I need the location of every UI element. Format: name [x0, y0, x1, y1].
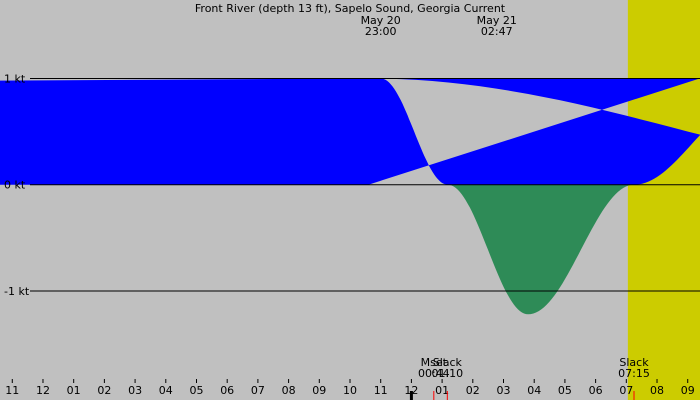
- hour-tick-label: 08: [650, 384, 664, 397]
- daylight-band: [627, 0, 700, 400]
- hour-tick-label: 04: [527, 384, 541, 397]
- hour-tick-label: 10: [343, 384, 357, 397]
- bottom-event-labels: Mset00:44Slack01:10Slack07:15Mrise11:16S…: [418, 356, 650, 380]
- hour-tick-label: 05: [189, 384, 203, 397]
- hour-tick-label: 07: [619, 384, 633, 397]
- event-markers: [409, 391, 635, 400]
- hour-tick-label: 11: [5, 384, 19, 397]
- hour-tick-label: 01: [435, 384, 449, 397]
- hour-tick-label: 01: [67, 384, 81, 397]
- hour-tick-label: 02: [466, 384, 480, 397]
- hour-tick-label: 07: [251, 384, 265, 397]
- bottom-event-time: 07:15: [618, 367, 650, 380]
- top-event-date: May 21: [477, 14, 517, 27]
- flood-current-area: [0, 78, 700, 185]
- hour-tick-label: 09: [681, 384, 695, 397]
- hour-tick-label: 06: [220, 384, 234, 397]
- bottom-event-time: 01:10: [431, 367, 463, 380]
- bottom-event-label: Slack: [619, 356, 649, 369]
- hour-tick-label: 03: [497, 384, 511, 397]
- bottom-event-time: 00:44: [418, 367, 450, 380]
- hour-tick-label: 09: [312, 384, 326, 397]
- hour-tick-label: 12: [36, 384, 50, 397]
- hour-tick-label: 12: [404, 384, 418, 397]
- y-axis-labels: 1 kt 0 kt -1 kt: [4, 72, 30, 298]
- hour-tick-label: 06: [589, 384, 603, 397]
- top-event-time: 02:47: [481, 25, 513, 38]
- chart-title: Front River (depth 13 ft), Sapelo Sound,…: [195, 2, 506, 15]
- bottom-event-label: Slack: [433, 356, 463, 369]
- bottom-event-label: Mset: [421, 356, 448, 369]
- hour-tick-label: 02: [97, 384, 111, 397]
- hour-tick-label: 11: [374, 384, 388, 397]
- hour-tick-label: 08: [282, 384, 296, 397]
- hour-tick-label: 03: [128, 384, 142, 397]
- top-event-time: 23:00: [365, 25, 397, 38]
- y-tick-label: 1 kt: [4, 72, 26, 85]
- x-axis-hour-ticks: 11 12 01 02 03 04 05 06 07 08 09 10 11 12 01 02 03 04 05 06…: [5, 379, 695, 397]
- y-gridlines: [30, 77, 700, 292]
- y-tick-label: 0 kt: [4, 179, 26, 192]
- ebb-current-area: [0, 184, 700, 315]
- hour-tick-label: 04: [159, 384, 173, 397]
- top-event-date: May 20: [361, 14, 401, 27]
- y-tick-label: -1 kt: [4, 285, 30, 298]
- hour-tick-label: 05: [558, 384, 572, 397]
